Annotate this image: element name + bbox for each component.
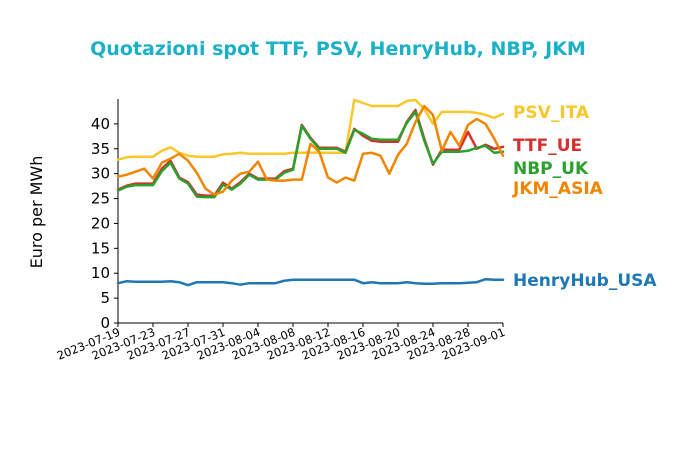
y-axis-label: Euro per MWh	[27, 156, 46, 269]
chart-title: Quotazioni spot TTF, PSV, HenryHub, NBP,…	[90, 38, 586, 60]
chart-series-lines	[116, 98, 505, 287]
y-tick-label: 35	[91, 140, 110, 158]
y-tick-label: 5	[100, 289, 110, 307]
series-label-nbp-uk: NBP_UK	[513, 159, 589, 179]
y-tick-label: 10	[91, 264, 110, 282]
series-line-henryhub-usa	[116, 277, 505, 287]
y-tick-label: 30	[91, 165, 110, 183]
series-label-jkm-asia: JKM_ASIA	[512, 179, 604, 199]
series-line-psv-ita	[116, 98, 505, 161]
y-tick-label: 0	[100, 314, 110, 332]
y-tick-label: 25	[91, 190, 110, 208]
series-label-psv-ita: PSV_ITA	[513, 103, 590, 123]
y-tick-label: 40	[91, 115, 110, 133]
y-tick-label: 15	[91, 239, 110, 257]
series-label-ttf-ue: TTF_UE	[513, 136, 582, 156]
series-label-henryhub-usa: HenryHub_USA	[513, 271, 657, 291]
series-line-nbp-uk	[116, 110, 505, 199]
series-line-jkm-asia	[116, 104, 505, 196]
y-tick-label: 20	[91, 214, 110, 232]
